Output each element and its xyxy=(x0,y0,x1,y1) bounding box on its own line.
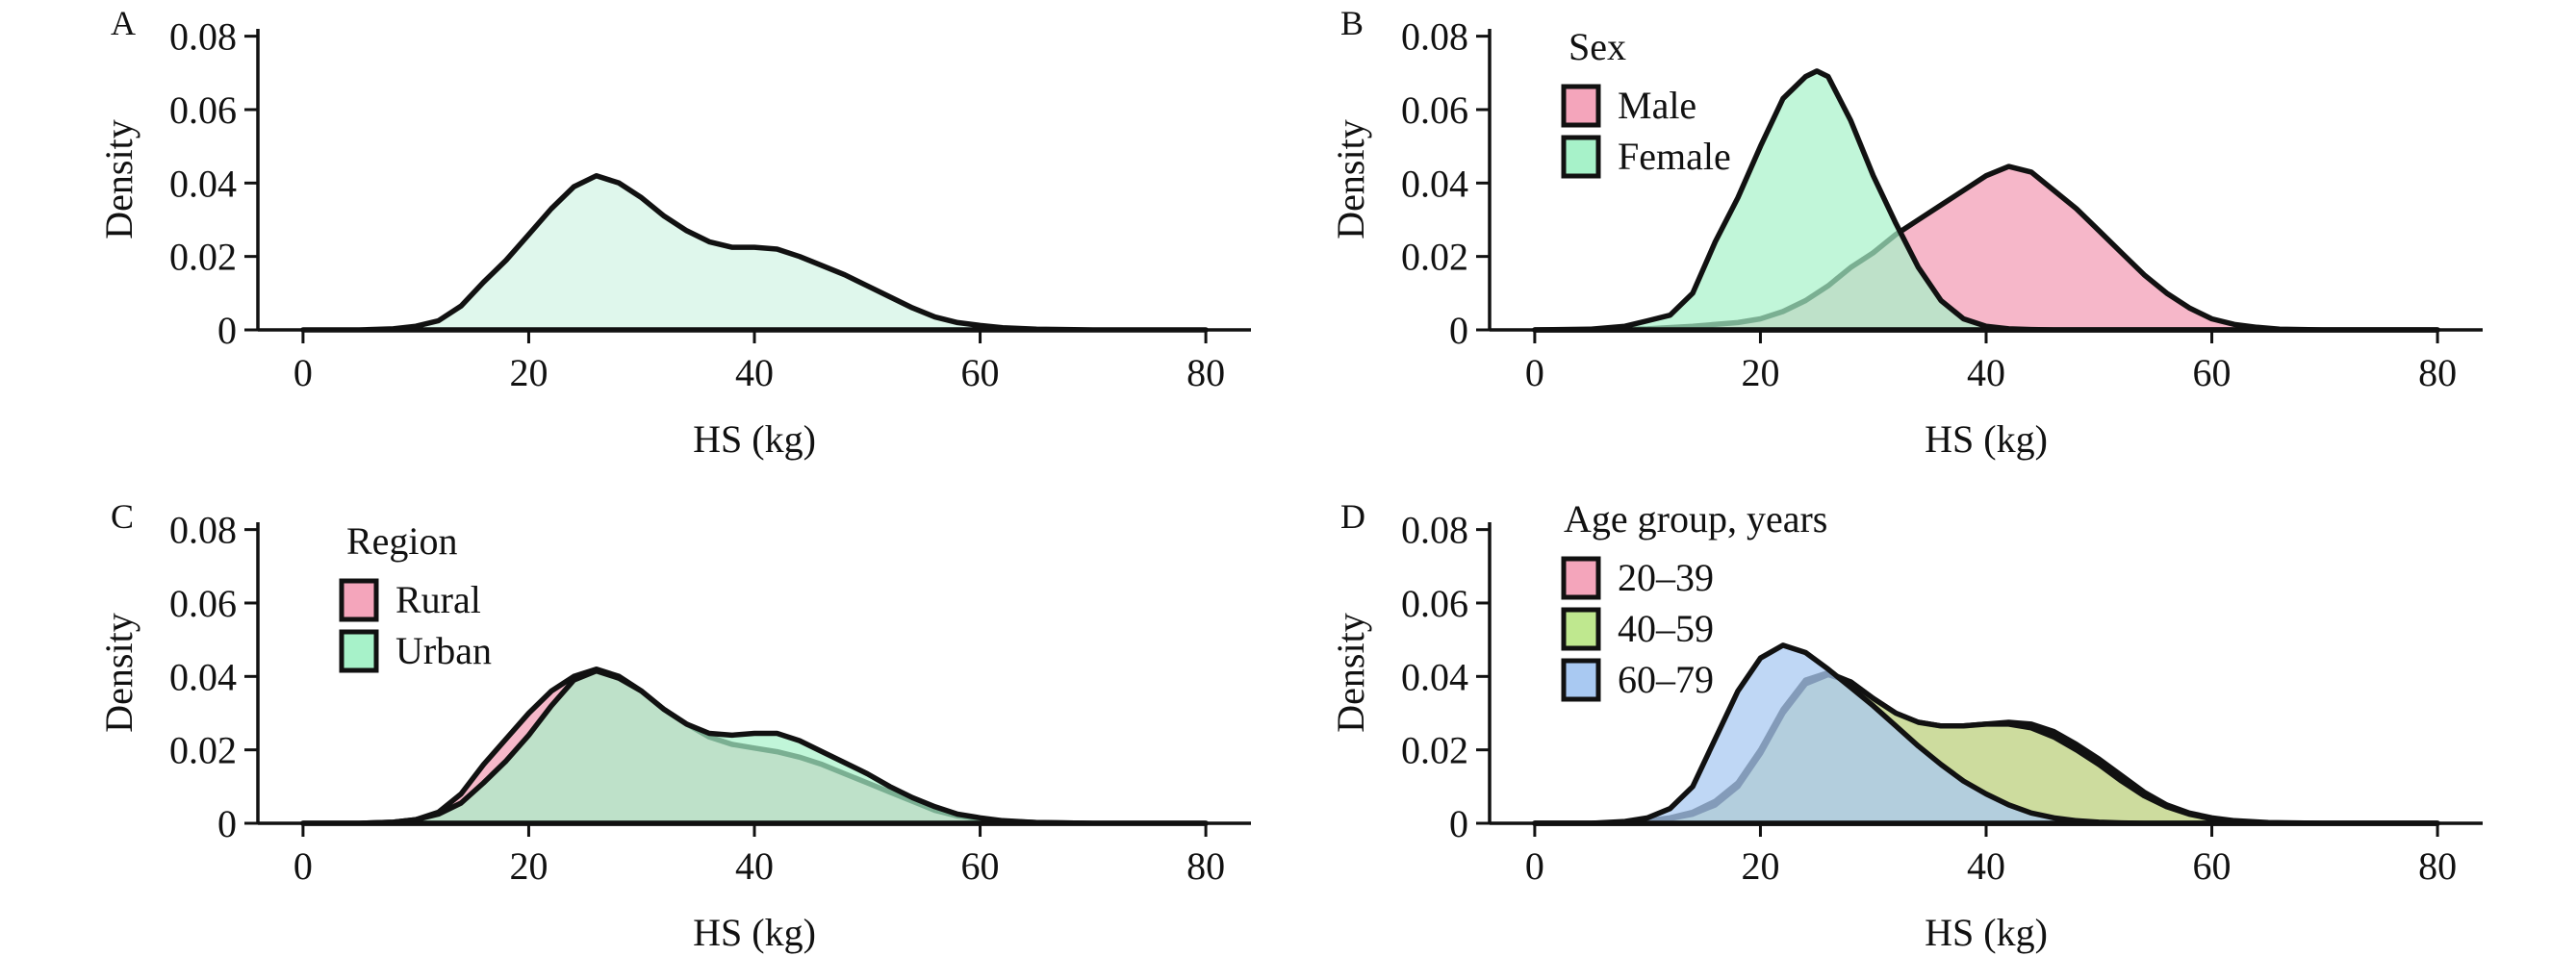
chart-panel-a: 0 20 40 60 80 0 0.02 0.04 0.06 0.08 HS (kg) Density… xyxy=(97,4,1251,461)
legend-title: Region xyxy=(346,519,458,563)
x-tick-label: 60 xyxy=(961,351,1000,394)
y-axis-label: Density xyxy=(1329,613,1372,732)
y-tick-label: 0.06 xyxy=(1401,88,1468,132)
x-axis-label: HS (kg) xyxy=(693,911,816,954)
density-area-urban xyxy=(300,667,1209,826)
y-tick-label: 0 xyxy=(1449,309,1468,352)
density-area xyxy=(300,172,1209,333)
chart-panel-c: 0 20 40 60 80 0 0.02 0.04 0.06 0.08 HS (kg) Density… xyxy=(97,497,1251,954)
y-tick-label: 0.06 xyxy=(169,582,237,625)
x-tick-label: 40 xyxy=(735,351,774,394)
y-tick-label: 0.02 xyxy=(1401,236,1468,279)
y-axis-label: Density xyxy=(97,613,140,732)
y-tick-label: 0.04 xyxy=(169,162,237,205)
y-tick-label: 0.02 xyxy=(169,236,237,279)
x-tick-label: 20 xyxy=(509,351,548,394)
legend-label: 60–79 xyxy=(1618,658,1714,701)
legend-label: 20–39 xyxy=(1618,556,1714,599)
legend-swatch xyxy=(1561,658,1601,702)
y-tick-label: 0.04 xyxy=(1401,655,1468,698)
x-axis-label: HS (kg) xyxy=(1925,417,2048,461)
x-tick-label: 0 xyxy=(293,351,313,394)
x-tick-label: 0 xyxy=(293,844,313,888)
y-tick-label: 0.04 xyxy=(1401,162,1468,205)
y-tick-label: 0.08 xyxy=(1401,509,1468,552)
x-tick-label: 60 xyxy=(2193,844,2232,888)
y-tick-label: 0 xyxy=(217,309,237,352)
x-tick-label: 0 xyxy=(1525,351,1544,394)
x-tick-label: 60 xyxy=(2193,351,2232,394)
density-area-male xyxy=(1532,164,2440,333)
legend-label: Urban xyxy=(395,629,492,672)
x-tick-label: 40 xyxy=(1967,351,2005,394)
y-tick-label: 0.06 xyxy=(169,88,237,132)
y-tick-label: 0.08 xyxy=(169,15,237,59)
legend-title: Sex xyxy=(1569,25,1626,68)
legend: Sex Male Female xyxy=(1561,25,1731,179)
x-tick-label: 60 xyxy=(961,844,1000,888)
x-axis-label: HS (kg) xyxy=(1925,911,2048,954)
chart-panel-b: 0 20 40 60 80 0 0.02 0.04 0.06 0.08 HS (kg) Density… xyxy=(1329,4,2483,461)
y-axis-label: Density xyxy=(97,119,140,239)
x-tick-label: 40 xyxy=(735,844,774,888)
x-tick-label: 80 xyxy=(2418,351,2457,394)
x-tick-label: 80 xyxy=(1186,351,1225,394)
legend: Region Rural Urban xyxy=(339,519,492,673)
legend: Age group, years 20–39 40–59 60–79 xyxy=(1561,497,1827,702)
x-tick-label: 40 xyxy=(1967,844,2005,888)
y-tick-label: 0.08 xyxy=(169,509,237,552)
x-tick-label: 80 xyxy=(1186,844,1225,888)
legend-swatch xyxy=(1561,607,1601,651)
panel-label: C xyxy=(111,497,134,536)
legend-swatch xyxy=(1561,84,1601,128)
legend-swatch xyxy=(339,629,379,673)
x-tick-label: 80 xyxy=(2418,844,2457,888)
x-tick-label: 20 xyxy=(1741,844,1779,888)
y-tick-label: 0 xyxy=(1449,802,1468,845)
x-axis-label: HS (kg) xyxy=(693,417,816,461)
y-tick-label: 0 xyxy=(217,802,237,845)
panel-label: B xyxy=(1340,4,1364,42)
y-tick-label: 0.02 xyxy=(1401,729,1468,772)
legend-label: Female xyxy=(1618,135,1731,178)
y-tick-label: 0.08 xyxy=(1401,15,1468,59)
chart-panel-d: 0 20 40 60 80 0 0.02 0.04 0.06 0.08 HS (kg) Density… xyxy=(1329,497,2483,954)
legend-swatch xyxy=(339,578,379,622)
x-tick-label: 20 xyxy=(1741,351,1779,394)
legend-label: 40–59 xyxy=(1618,607,1714,650)
legend-title: Age group, years xyxy=(1564,497,1827,541)
y-tick-label: 0.02 xyxy=(169,729,237,772)
legend-swatch xyxy=(1561,556,1601,600)
panel-label: A xyxy=(111,4,136,42)
legend-label: Rural xyxy=(395,578,481,621)
y-tick-label: 0.04 xyxy=(169,655,237,698)
x-tick-label: 0 xyxy=(1525,844,1544,888)
x-tick-label: 20 xyxy=(509,844,548,888)
legend-swatch xyxy=(1561,135,1601,179)
legend-label: Male xyxy=(1618,84,1696,127)
y-tick-label: 0.06 xyxy=(1401,582,1468,625)
y-axis-label: Density xyxy=(1329,119,1372,239)
panel-label: D xyxy=(1340,497,1365,536)
